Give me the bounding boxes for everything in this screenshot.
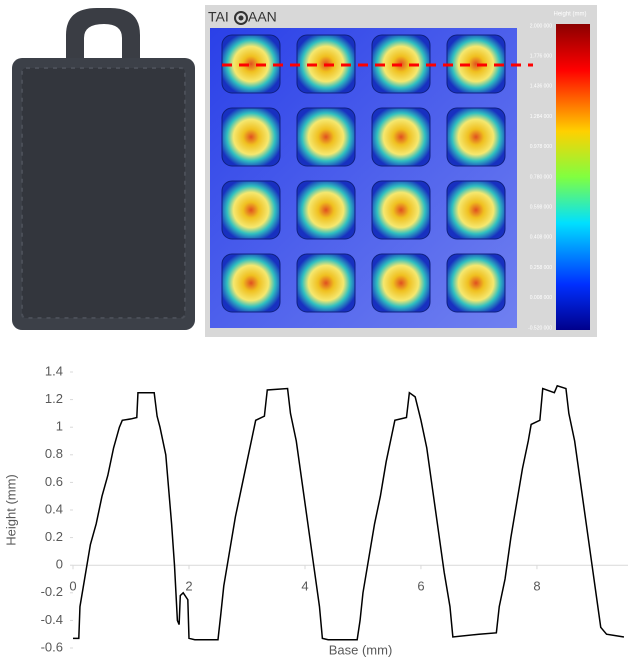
height-map: TAI AAN Height (mm) 2.000 000 1.776 000 1.… bbox=[205, 5, 597, 337]
x-axis-title: Base (mm) bbox=[329, 642, 393, 657]
bump bbox=[371, 253, 431, 313]
colorbar-label: 0.780 000 bbox=[530, 174, 552, 180]
colorbar-label: 1.436 000 bbox=[530, 84, 552, 90]
logo-left: TAI bbox=[208, 9, 229, 25]
colorbar-label: 2.000 000 bbox=[530, 23, 552, 29]
bump bbox=[446, 180, 506, 240]
x-tick-label: 0 bbox=[69, 579, 76, 594]
colorbar-label: 1.776 000 bbox=[530, 54, 552, 60]
y-tick-label: -0.4 bbox=[41, 612, 63, 627]
colorbar-label: 0.978 000 bbox=[530, 144, 552, 150]
y-tick-label: -0.6 bbox=[41, 639, 63, 654]
logo-icon bbox=[234, 11, 248, 25]
tag-photo bbox=[12, 8, 195, 330]
y-axis-title: Height (mm) bbox=[3, 474, 18, 546]
colorbar-label: 0.408 000 bbox=[530, 235, 552, 241]
y-tick-label: 0 bbox=[56, 557, 63, 572]
y-tick-label: 1.2 bbox=[45, 391, 63, 406]
colorbar-label: 1.284 000 bbox=[530, 114, 552, 120]
colorbar-label: 0.258 000 bbox=[530, 265, 552, 271]
x-tick-label: 4 bbox=[301, 579, 308, 594]
y-tick-label: 0.4 bbox=[45, 501, 63, 516]
bump bbox=[221, 180, 281, 240]
y-tick-label: 0.6 bbox=[45, 474, 63, 489]
bump bbox=[296, 107, 356, 167]
bump bbox=[296, 180, 356, 240]
colorbar-label: 0.598 000 bbox=[530, 205, 552, 211]
colorbar bbox=[556, 24, 590, 330]
colorbar-label: 0.008 000 bbox=[530, 295, 552, 301]
y-tick-label: -0.2 bbox=[41, 584, 63, 599]
bump bbox=[446, 107, 506, 167]
y-tick-label: 0.8 bbox=[45, 446, 63, 461]
y-tick-label: 1 bbox=[56, 419, 63, 434]
logo-right: AAN bbox=[248, 9, 277, 25]
colorbar-label: -0.520 000 bbox=[528, 325, 552, 331]
bump bbox=[371, 107, 431, 167]
bump bbox=[446, 253, 506, 313]
x-tick-label: 8 bbox=[533, 579, 540, 594]
x-tick-label: 6 bbox=[417, 579, 424, 594]
x-tick-label: 2 bbox=[185, 579, 192, 594]
y-tick-label: 1.4 bbox=[45, 363, 63, 378]
line-series bbox=[73, 384, 625, 641]
y-tick-label: 0.2 bbox=[45, 529, 63, 544]
bump bbox=[296, 253, 356, 313]
bump bbox=[221, 253, 281, 313]
colorbar-title: Height (mm) bbox=[553, 12, 586, 18]
bump bbox=[221, 107, 281, 167]
bump bbox=[371, 180, 431, 240]
